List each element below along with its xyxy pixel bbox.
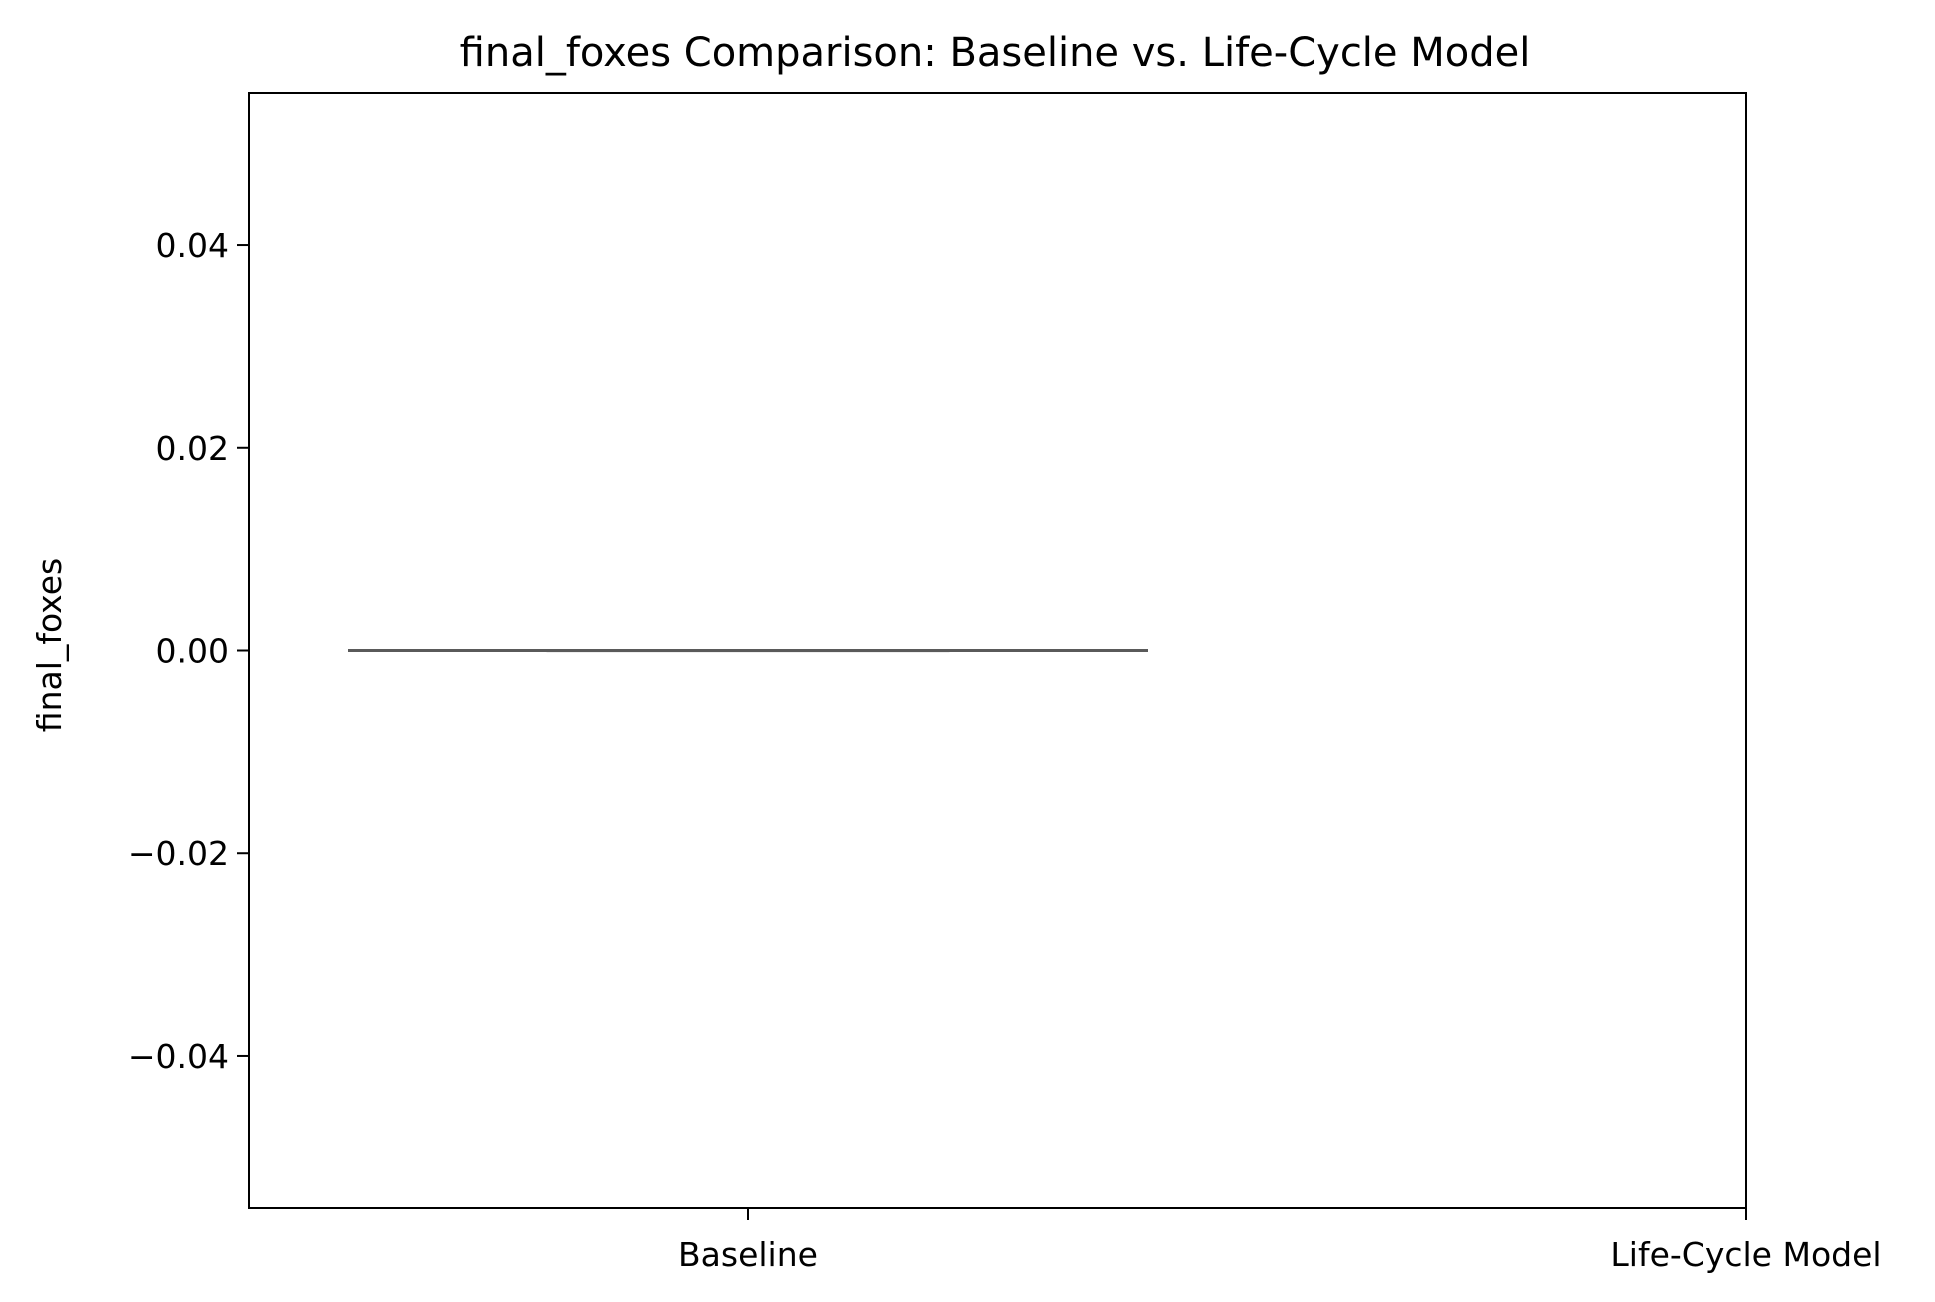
y-tick-label: −0.04 (128, 1037, 229, 1076)
x-tick-label: Baseline (678, 1235, 818, 1274)
x-tick-label: Life-Cycle Model (1610, 1235, 1881, 1274)
y-axis: −0.04 −0.02 0.00 0.02 0.04 (128, 226, 249, 1076)
chart-title: final_foxes Comparison: Baseline vs. Lif… (460, 30, 1531, 76)
y-tick-label: 0.00 (156, 632, 229, 671)
x-axis: Baseline Life-Cycle Model (678, 1208, 1882, 1274)
y-tick-label: 0.02 (156, 429, 229, 468)
y-tick-label: 0.04 (156, 226, 229, 265)
y-axis-label: final_foxes (30, 558, 69, 732)
y-tick-label: −0.02 (128, 834, 229, 873)
